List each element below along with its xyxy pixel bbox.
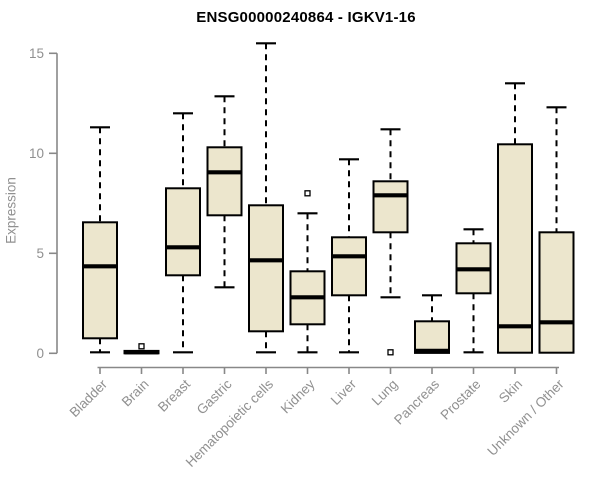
boxplot-lung: [372, 128, 409, 356]
y-tick-label: 0: [36, 346, 44, 361]
x-category-label-breast: Breast: [155, 376, 193, 414]
y-axis: 0 5 10 15: [29, 46, 58, 361]
iqr-box: [414, 320, 450, 354]
boxplot-skin: [497, 82, 533, 354]
iqr-box: [165, 187, 201, 277]
y-tick-label: 10: [29, 146, 44, 161]
x-category-label-kidney: Kidney: [278, 376, 318, 416]
y-tick-label: 5: [36, 246, 44, 261]
x-category-label-liver: Liver: [328, 376, 360, 408]
iqr-box: [206, 146, 243, 217]
x-category-label-unknown-other: Unknown / Other: [484, 376, 567, 459]
chart-title: ENSG00000240864 - IGKV1-16: [196, 9, 416, 26]
x-category-label-lung: Lung: [369, 377, 401, 409]
iqr-box: [372, 180, 409, 234]
iqr-box: [497, 143, 533, 354]
boxplot-pancreas: [414, 294, 450, 354]
y-tick-label: 15: [29, 46, 44, 61]
boxplot-liver: [331, 158, 367, 354]
outlier-point: [138, 343, 145, 350]
boxplot-brain: [123, 343, 160, 355]
boxplot-breast: [165, 112, 201, 354]
boxplot-gastric: [206, 95, 243, 289]
outlier-point: [387, 349, 394, 356]
boxplot-bladder: [82, 126, 118, 354]
boxplot-kidney: [289, 190, 326, 354]
x-category-label-pancreas: Pancreas: [391, 376, 442, 427]
boxplot-hematopoietic-cells: [248, 42, 284, 354]
boxplot-unknown-other: [538, 106, 575, 354]
outlier-point: [304, 190, 311, 197]
iqr-box: [82, 221, 118, 340]
boxplot-prostate: [455, 228, 492, 354]
iqr-box: [248, 204, 284, 333]
iqr-box: [331, 236, 367, 297]
x-category-label-gastric: Gastric: [194, 376, 235, 417]
x-category-label-prostate: Prostate: [437, 377, 483, 423]
x-category-label-brain: Brain: [119, 377, 152, 410]
x-category-label-bladder: Bladder: [67, 376, 111, 420]
iqr-box: [538, 231, 575, 354]
x-category-label-skin: Skin: [496, 377, 525, 406]
